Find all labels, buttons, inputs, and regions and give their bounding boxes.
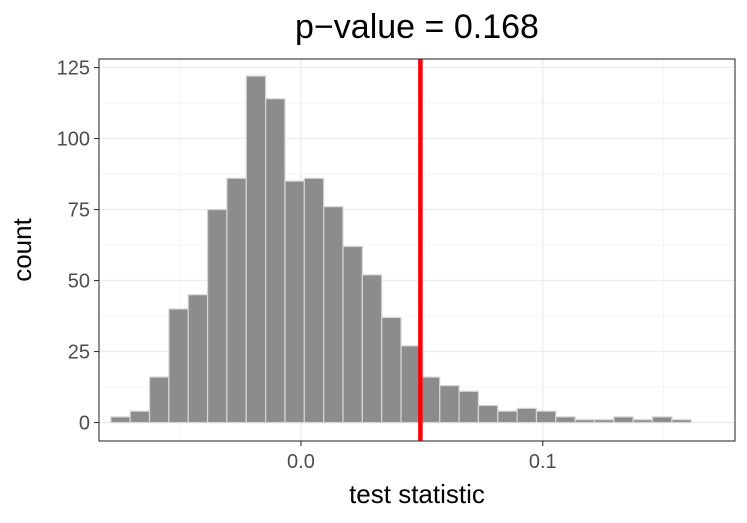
y-axis-ticks: 0 25 50 75 100 125 [57,58,99,435]
histogram-bar [516,407,538,424]
histogram-bar [535,410,557,424]
histogram-bar [226,177,247,424]
y-tick-label: 50 [68,271,90,293]
chart-title: p−value = 0.168 [295,8,539,46]
histogram-bar [206,208,228,424]
histogram-bar [632,419,654,424]
x-axis-ticks: 0.0 0.1 [287,441,557,473]
y-tick-label: 0 [79,413,90,435]
histogram-bar [613,416,634,424]
histogram-bar [148,376,170,424]
histogram-bar [381,316,402,424]
histogram-bar [342,245,363,424]
histogram-bar [574,419,596,424]
histogram-bar [303,177,325,424]
histogram-bar [651,416,673,424]
histogram-bar [555,416,576,424]
x-tick-label: 0.0 [287,451,315,473]
x-tick-label: 0.1 [529,451,557,473]
histogram-bar [458,390,480,424]
histogram-bar [265,98,286,424]
histogram-bar [497,410,518,424]
panel-border [98,58,736,442]
histogram-bar [477,404,499,424]
histogram-bar [110,416,131,424]
y-tick-label: 25 [68,342,90,364]
histogram-bar [187,294,209,424]
x-axis-title: test statistic [349,479,485,509]
y-tick-label: 75 [68,200,90,222]
y-axis-title: count [7,217,37,281]
histogram-bar [361,274,383,424]
histogram-bar [323,206,344,424]
histogram-bar [129,410,151,424]
histogram-bar [400,345,421,424]
histogram-bar [671,419,692,424]
histogram-bar [419,376,441,424]
histogram-bar [168,308,189,424]
y-tick-label: 100 [57,129,90,151]
plot-panel [98,58,736,442]
histogram-bar [245,75,267,424]
histogram-bar [284,180,305,424]
histogram-bar [439,385,460,424]
histogram-bars [110,75,692,424]
histogram-bar [593,419,615,424]
y-tick-label: 125 [57,58,90,80]
